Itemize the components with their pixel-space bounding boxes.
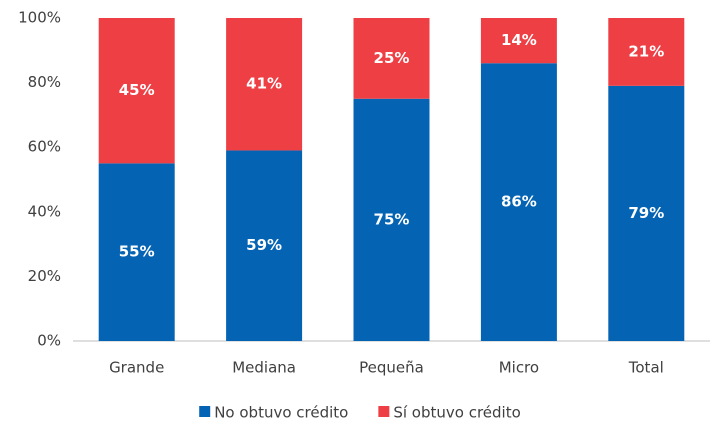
- data-label: 55%: [119, 243, 155, 261]
- y-tick-label: 0%: [37, 332, 61, 350]
- x-tick-label: Total: [628, 359, 664, 377]
- data-label: 45%: [119, 81, 155, 99]
- x-tick-label: Micro: [499, 359, 539, 377]
- data-label: 41%: [246, 75, 282, 93]
- y-tick-label: 80%: [28, 73, 61, 91]
- y-tick-label: 40%: [28, 202, 61, 220]
- bar-segment: [353, 18, 430, 99]
- bar-segment: [98, 18, 175, 164]
- bar-segment: [226, 150, 303, 341]
- data-label: 14%: [501, 31, 537, 49]
- data-label: 86%: [501, 193, 537, 211]
- data-label: 59%: [246, 236, 282, 254]
- bar-segment: [608, 18, 685, 86]
- bar-segment: [480, 18, 557, 64]
- y-tick-label: 20%: [28, 267, 61, 285]
- x-tick-label: Grande: [109, 359, 164, 377]
- x-tick-label: Mediana: [232, 359, 296, 377]
- bar-segment: [98, 163, 175, 341]
- legend-label: No obtuvo crédito: [214, 404, 348, 422]
- legend-swatch: [378, 406, 390, 417]
- data-label: 75%: [374, 210, 410, 228]
- legend-swatch: [199, 406, 211, 417]
- legend-label: Sí obtuvo crédito: [393, 404, 520, 422]
- data-label: 79%: [628, 204, 664, 222]
- bar-segment: [608, 85, 685, 341]
- y-tick-label: 60%: [28, 138, 61, 156]
- bar-segment: [480, 63, 557, 341]
- y-tick-label: 100%: [18, 9, 61, 27]
- x-tick-label: Pequeña: [359, 359, 424, 377]
- data-label: 21%: [628, 42, 664, 60]
- bar-segment: [226, 18, 303, 151]
- data-label: 25%: [374, 49, 410, 67]
- bar-segment: [353, 98, 430, 341]
